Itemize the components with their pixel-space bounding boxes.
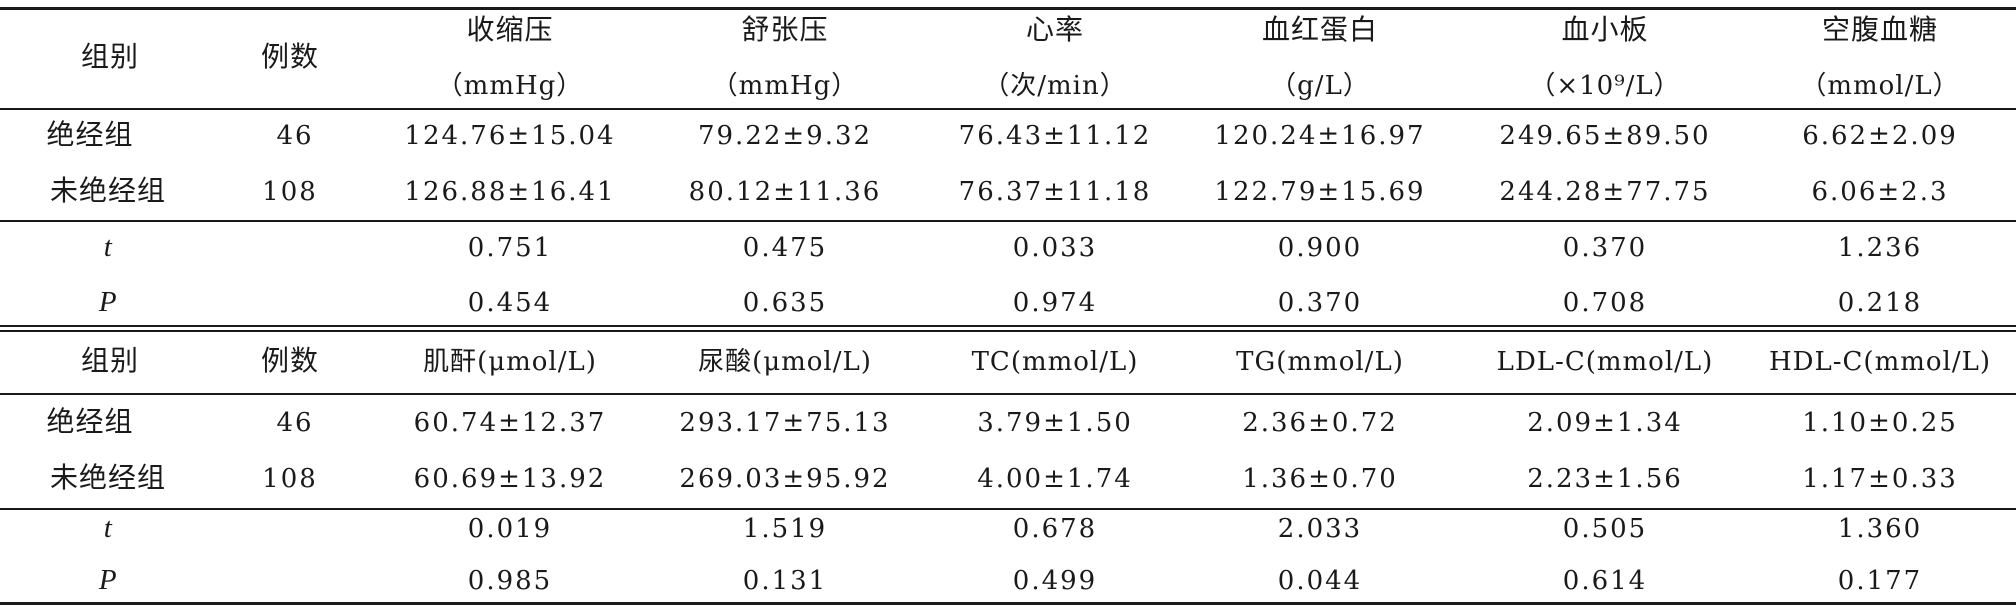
- column-header-unit: （×10⁹/L）: [1529, 71, 1681, 101]
- stat-cell: 0.708: [1562, 288, 1648, 318]
- stat-label-t: t: [103, 231, 113, 263]
- stat-cell: 0.044: [1277, 566, 1363, 596]
- top-rule: [0, 7, 2016, 10]
- column-header: 尿酸(μmol/L): [698, 347, 872, 377]
- table-cell: 2.23±1.56: [1527, 464, 1683, 494]
- table-cell: 76.43±11.12: [958, 121, 1152, 151]
- row-count: 46: [276, 408, 314, 438]
- stat-cell: 1.236: [1837, 233, 1923, 263]
- count-header: 例数: [260, 40, 320, 73]
- table-cell: 80.12±11.36: [688, 177, 882, 207]
- section-divider-lower: [0, 330, 2016, 332]
- stat-cell: 0.635: [742, 288, 828, 318]
- stat-cell: 0.131: [742, 566, 828, 596]
- stat-cell: 0.370: [1277, 288, 1363, 318]
- row-count: 108: [262, 464, 318, 494]
- header-rule-2: [0, 393, 2016, 395]
- table-cell: 3.79±1.50: [977, 408, 1133, 438]
- group-header: 组别: [80, 40, 140, 73]
- count-header: 例数: [260, 344, 320, 377]
- row-group-label: 未绝经组: [49, 461, 167, 494]
- column-header-name: 舒张压: [741, 13, 829, 46]
- table-cell: 60.69±13.92: [413, 464, 607, 494]
- row-group-label: 未绝经组: [49, 174, 167, 207]
- column-header-name: 血红蛋白: [1261, 13, 1379, 46]
- stat-cell: 0.033: [1012, 233, 1098, 263]
- column-header-name: 心率: [1025, 13, 1085, 46]
- table-cell: 122.79±15.69: [1214, 177, 1426, 207]
- table-cell: 1.36±0.70: [1242, 464, 1398, 494]
- table-cell: 269.03±95.92: [679, 464, 891, 494]
- stat-cell: 0.177: [1837, 566, 1923, 596]
- stat-cell: 0.218: [1837, 288, 1923, 318]
- stat-cell: 2.033: [1277, 514, 1363, 544]
- column-header-name: 空腹血糖: [1821, 13, 1939, 46]
- stat-cell: 0.019: [467, 514, 553, 544]
- table-cell: 126.88±16.41: [404, 177, 616, 207]
- column-header: 肌酐(μmol/L): [423, 347, 597, 377]
- table-cell: 76.37±11.18: [958, 177, 1152, 207]
- stats-rule-2: [0, 508, 2016, 510]
- table-cell: 60.74±12.37: [413, 408, 607, 438]
- stat-cell: 0.678: [1012, 514, 1098, 544]
- column-header: TG(mmol/L): [1236, 347, 1404, 377]
- column-header-unit: （mmol/L）: [1800, 71, 1960, 101]
- row-count: 108: [262, 177, 318, 207]
- bottom-rule: [0, 602, 2016, 605]
- table-cell: 120.24±16.97: [1214, 121, 1426, 151]
- header-rule-1: [0, 108, 2016, 110]
- column-header-unit: （mmHg）: [711, 71, 859, 101]
- column-header: LDL-C(mmol/L): [1496, 347, 1714, 377]
- column-header-name: 收缩压: [466, 13, 554, 46]
- stat-cell: 1.360: [1837, 514, 1923, 544]
- column-header-unit: （次/min）: [983, 71, 1127, 101]
- stat-label-t: t: [103, 512, 113, 544]
- stat-cell: 0.499: [1012, 566, 1098, 596]
- stat-cell: 0.985: [467, 566, 553, 596]
- row-group-label: 绝经组: [46, 118, 134, 151]
- stat-label-p: P: [98, 286, 118, 318]
- stat-label-p: P: [98, 564, 118, 596]
- column-header: HDL-C(mmol/L): [1768, 347, 1992, 377]
- column-header: TC(mmol/L): [971, 347, 1139, 377]
- stat-cell: 0.475: [742, 233, 828, 263]
- stat-cell: 0.974: [1012, 288, 1098, 318]
- table-cell: 4.00±1.74: [977, 464, 1133, 494]
- table-cell: 6.06±2.3: [1811, 177, 1949, 207]
- table-cell: 244.28±77.75: [1499, 177, 1711, 207]
- stat-cell: 1.519: [742, 514, 828, 544]
- row-group-label: 绝经组: [46, 405, 134, 438]
- table-cell: 1.10±0.25: [1802, 408, 1958, 438]
- table-cell: 124.76±15.04: [404, 121, 616, 151]
- table-cell: 249.65±89.50: [1499, 121, 1711, 151]
- table-cell: 79.22±9.32: [697, 121, 873, 151]
- table-cell: 2.36±0.72: [1242, 408, 1398, 438]
- row-count: 46: [276, 121, 314, 151]
- column-header-unit: （mmHg）: [436, 71, 584, 101]
- table-cell: 293.17±75.13: [679, 408, 891, 438]
- stat-cell: 0.614: [1562, 566, 1648, 596]
- table-cell: 6.62±2.09: [1802, 121, 1958, 151]
- section-divider-upper: [0, 325, 2016, 327]
- stat-cell: 0.900: [1277, 233, 1363, 263]
- group-header: 组别: [80, 344, 140, 377]
- stat-cell: 0.505: [1562, 514, 1648, 544]
- table-cell: 2.09±1.34: [1527, 408, 1683, 438]
- column-header-unit: （g/L）: [1270, 71, 1370, 101]
- table-cell: 1.17±0.33: [1802, 464, 1958, 494]
- column-header-name: 血小板: [1561, 13, 1649, 46]
- stats-rule-1: [0, 220, 2016, 222]
- stat-cell: 0.370: [1562, 233, 1648, 263]
- stat-cell: 0.454: [467, 288, 553, 318]
- stat-cell: 0.751: [467, 233, 553, 263]
